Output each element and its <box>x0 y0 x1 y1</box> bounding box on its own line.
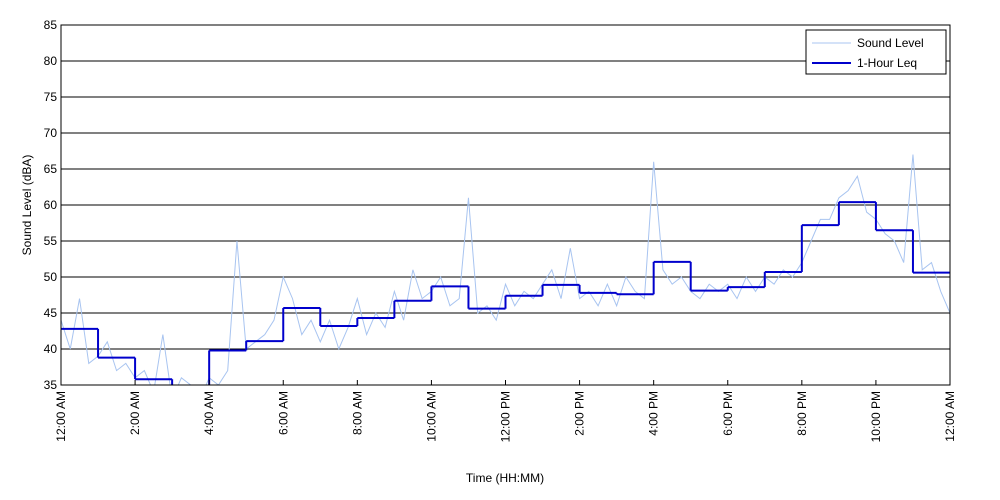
x-tick-label: 4:00 AM <box>202 391 216 435</box>
legend: Sound Level 1-Hour Leq <box>805 29 947 75</box>
y-tick-label: 70 <box>44 126 58 140</box>
x-tick-label: 6:00 AM <box>276 391 290 435</box>
y-tick-label: 75 <box>44 90 58 104</box>
x-tick-label: 4:00 PM <box>647 391 661 436</box>
x-tick-label: 6:00 PM <box>721 391 735 436</box>
y-axis-label: Sound Level (dBA) <box>20 155 34 256</box>
axes: 35 40 45 50 55 60 65 70 75 80 85 12:00 AM 2:00 AM 4:0… <box>44 18 957 442</box>
x-tick-label: 10:00 AM <box>424 391 438 442</box>
y-tick-label: 85 <box>44 18 58 32</box>
y-tick-label: 45 <box>44 306 58 320</box>
x-axis-label: Time (HH:MM) <box>466 471 544 485</box>
y-tick-label: 55 <box>44 234 58 248</box>
legend-box <box>805 29 947 75</box>
plot-marks <box>61 154 950 385</box>
y-tick-label: 50 <box>44 270 58 284</box>
legend-label: 1-Hour Leq <box>857 56 917 70</box>
y-tick-label: 65 <box>44 162 58 176</box>
x-tick-label: 8:00 AM <box>350 391 364 435</box>
legend-label: Sound Level <box>857 36 924 50</box>
x-tick-label: 12:00 AM <box>943 391 957 442</box>
x-tick-label: 2:00 PM <box>573 391 587 436</box>
x-tick-label: 2:00 AM <box>128 391 142 435</box>
x-tick-label: 12:00 AM <box>54 391 68 442</box>
y-tick-label: 35 <box>44 378 58 392</box>
y-tick-label: 80 <box>44 54 58 68</box>
x-tick-label: 10:00 PM <box>869 391 883 442</box>
y-tick-label: 60 <box>44 198 58 212</box>
x-tick-label: 8:00 PM <box>795 391 809 436</box>
y-tick-label: 40 <box>44 342 58 356</box>
x-tick-label: 12:00 PM <box>499 391 513 442</box>
